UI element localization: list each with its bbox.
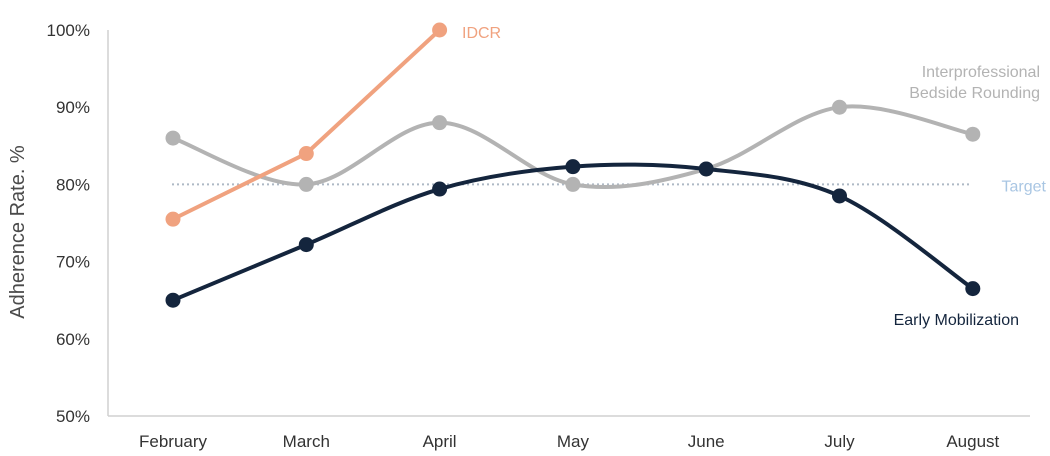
idcr-point: [298, 146, 314, 162]
interprofessional-bedside-rounding-point: [965, 126, 981, 142]
y-tick-label: 90%: [56, 98, 90, 117]
early-mobilization-point: [698, 161, 714, 177]
x-tick-label: August: [946, 432, 999, 451]
x-tick-label: June: [688, 432, 725, 451]
y-tick-label: 50%: [56, 407, 90, 426]
interprofessional-bedside-rounding-point: [832, 99, 847, 115]
x-tick-label: May: [557, 432, 590, 451]
axes: [107, 30, 1030, 417]
target-label: Target: [1002, 178, 1047, 195]
interprofessional-bedside-rounding-point: [565, 176, 581, 192]
y-tick-label: 100%: [47, 21, 90, 40]
interprofessional-bedside-rounding-line: [171, 104, 975, 190]
interprofessional-bedside-rounding-label: Interprofessional Bedside Rounding: [909, 64, 1040, 102]
early-mobilization-point: [165, 292, 181, 308]
y-tick-label: 60%: [56, 330, 90, 349]
y-tick-label: 80%: [56, 175, 90, 194]
idcr-label: IDCR: [462, 25, 501, 42]
x-tick-label: April: [423, 432, 457, 451]
interprofessional-bedside-rounding-point: [432, 115, 448, 131]
series-early-mobilization: [165, 159, 981, 308]
early-mobilization-point: [965, 281, 981, 297]
series: [165, 22, 981, 308]
idcr-point: [432, 22, 448, 38]
idcr-point: [165, 211, 181, 227]
y-axis-title: Adherence Rate. %: [7, 145, 29, 319]
x-tick-label: July: [824, 432, 855, 451]
early-mobilization-point: [565, 159, 581, 175]
interprofessional-bedside-rounding-point: [165, 130, 181, 146]
early-mobilization-label: Early Mobilization: [894, 312, 1019, 329]
y-tick-labels: 50% 60% 70% 80% 90% 100%: [47, 21, 90, 426]
interprofessional-bedside-rounding-point: [298, 176, 314, 192]
early-mobilization-point: [832, 188, 847, 204]
series-interprofessional-bedside-rounding: [165, 99, 981, 192]
early-mobilization-point: [298, 237, 314, 253]
series-labels: Target Interprofessional Bedside Rounding E…: [462, 25, 1047, 329]
series-idcr: [165, 22, 448, 227]
x-tick-label: February: [139, 432, 208, 451]
early-mobilization-point: [432, 181, 448, 197]
x-tick-label: March: [283, 432, 330, 451]
y-tick-label: 70%: [56, 253, 90, 272]
x-tick-labels: February March April May June July August: [139, 432, 1000, 451]
